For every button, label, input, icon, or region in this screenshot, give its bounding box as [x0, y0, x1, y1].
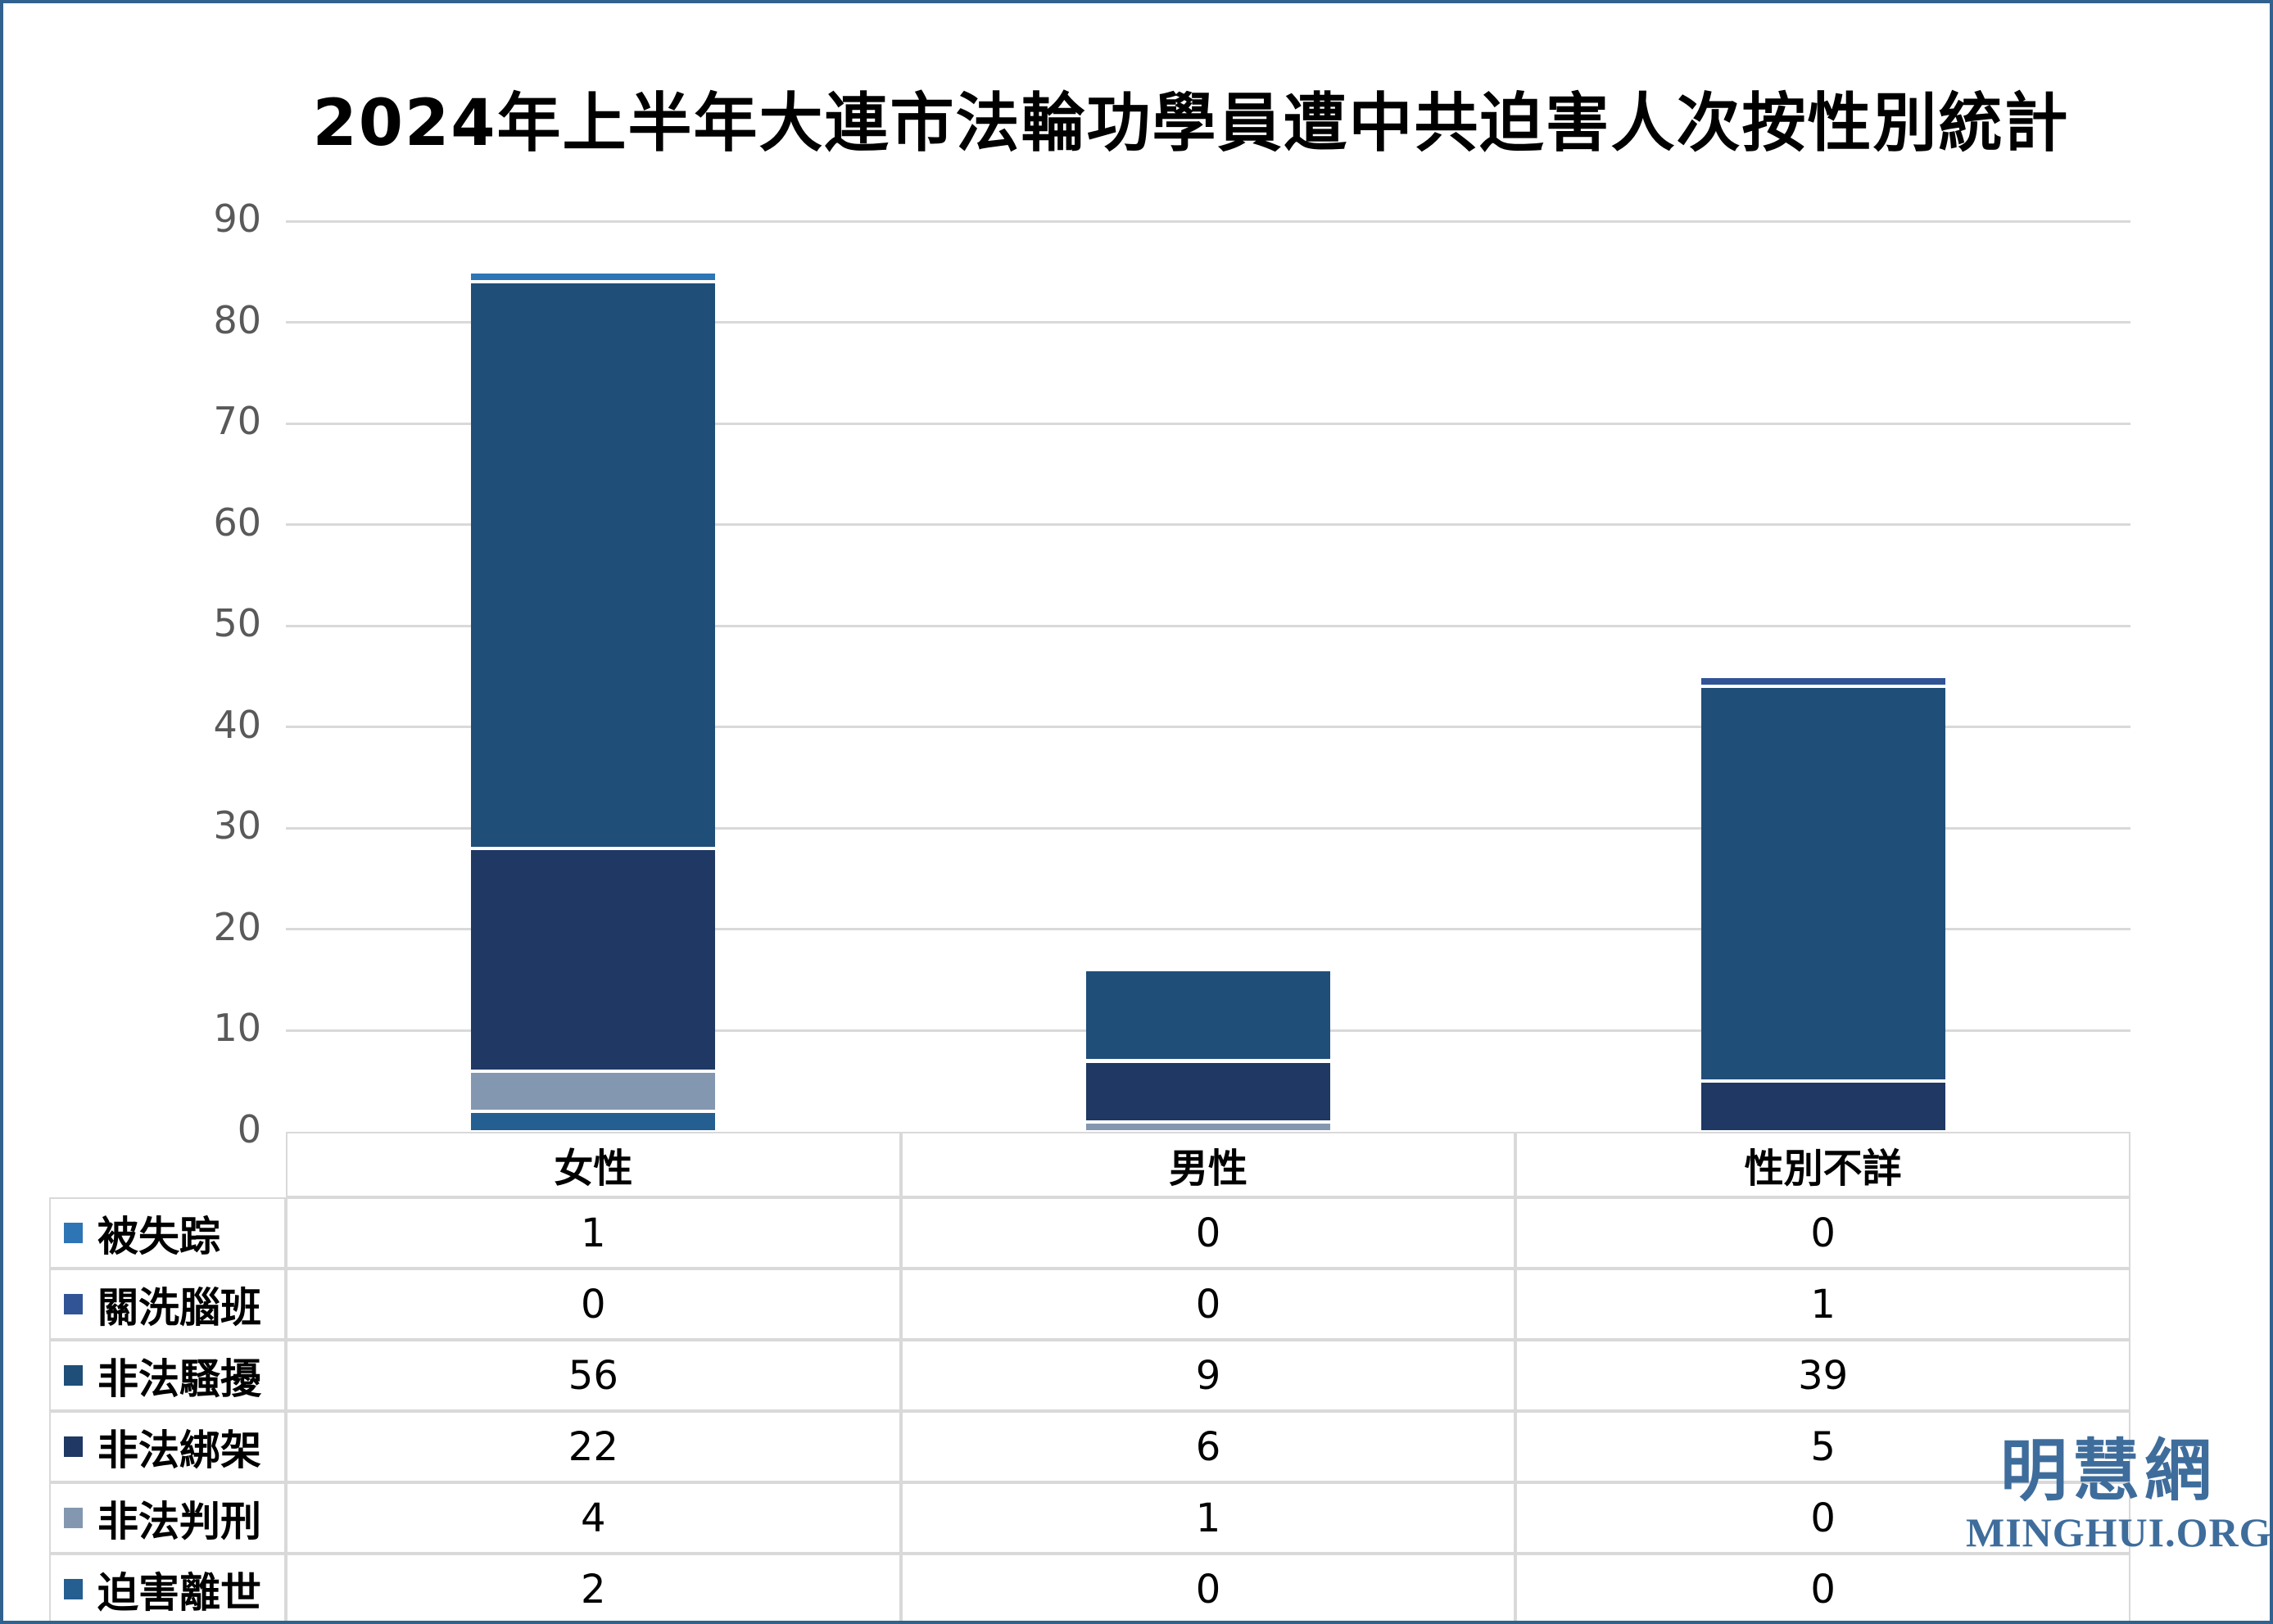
bar-segment-女性-非法綁架 [471, 850, 716, 1070]
table-value-非法判刑-女性: 4 [286, 1482, 901, 1554]
series-label-非法騷擾: 非法騷擾 [49, 1340, 286, 1411]
gridline-y90 [286, 219, 2130, 223]
series-name: 非法判刑 [97, 1497, 261, 1545]
table-value-非法騷擾-男性: 9 [900, 1340, 1516, 1411]
table-value-非法綁架-男性: 6 [900, 1411, 1516, 1482]
gridline-y60 [286, 523, 2130, 527]
y-axis-tick-label: 60 [213, 500, 261, 545]
minghui-logo-latin: MINGHUI.ORG [1966, 1509, 2272, 1556]
table-value-迫害離世-女性: 2 [286, 1554, 901, 1621]
gridline-y40 [286, 726, 2130, 729]
bar-segment-性別不詳-關洗腦班 [1700, 678, 1945, 685]
table-value-非法判刑-性別不詳: 0 [1515, 1482, 2130, 1554]
series-label-被失踪: 被失踪 [49, 1197, 286, 1269]
series-label-迫害離世: 迫害離世 [49, 1554, 286, 1621]
bar-segment-女性-非法騷擾 [471, 283, 716, 848]
bar-segment-女性-非法判刑 [471, 1072, 716, 1111]
table-value-非法判刑-男性: 1 [900, 1482, 1516, 1554]
table-value-關洗腦班-性別不詳: 1 [1515, 1269, 2130, 1340]
y-axis-tick-label: 80 [213, 297, 261, 342]
chart-title: 2024年上半年大連市法輪功學員遭中共迫害人次按性別統計 [312, 87, 2070, 161]
table-value-非法騷擾-女性: 56 [286, 1340, 901, 1411]
gridline-y50 [286, 624, 2130, 627]
table-value-被失踪-男性: 0 [900, 1197, 1516, 1269]
bar-segment-男性-非法判刑 [1086, 1123, 1330, 1130]
series-label-非法判刑: 非法判刑 [49, 1482, 286, 1554]
table-value-迫害離世-性別不詳: 0 [1515, 1554, 2130, 1621]
gridline-y20 [286, 928, 2130, 931]
gridline-y70 [286, 422, 2130, 425]
series-label-非法綁架: 非法綁架 [49, 1411, 286, 1482]
series-name: 非法騷擾 [97, 1355, 261, 1403]
y-axis-tick-label: 30 [213, 803, 261, 848]
legend-swatch-關洗腦班 [64, 1294, 83, 1314]
series-name: 非法綁架 [97, 1426, 261, 1474]
y-axis-tick-label: 70 [213, 399, 261, 444]
gridline-y30 [286, 826, 2130, 830]
table-value-非法綁架-性別不詳: 5 [1515, 1411, 2130, 1482]
bar-segment-性別不詳-非法騷擾 [1700, 688, 1945, 1080]
bar-segment-女性-迫害離世 [471, 1113, 716, 1130]
table-header-男性: 男性 [900, 1132, 1516, 1197]
y-axis-tick-label: 20 [213, 904, 261, 949]
y-axis-tick-label: 50 [213, 601, 261, 646]
gridline-y80 [286, 321, 2130, 324]
series-name: 關洗腦班 [97, 1283, 261, 1332]
table-value-關洗腦班-女性: 0 [286, 1269, 901, 1340]
table-value-非法綁架-女性: 22 [286, 1411, 901, 1482]
minghui-logo-cjk: 明慧網 [1999, 1432, 2216, 1510]
series-label-關洗腦班: 關洗腦班 [49, 1269, 286, 1340]
legend-swatch-非法判刑 [64, 1508, 83, 1528]
legend-swatch-非法騷擾 [64, 1365, 83, 1386]
table-header-性別不詳: 性別不詳 [1515, 1132, 2130, 1197]
series-name: 被失踪 [97, 1212, 220, 1260]
bar-segment-男性-非法綁架 [1086, 1062, 1330, 1120]
table-value-迫害離世-男性: 0 [900, 1554, 1516, 1621]
y-axis-tick-label: 90 [213, 197, 261, 241]
bar-segment-性別不詳-非法綁架 [1700, 1083, 1945, 1130]
y-axis-tick-label: 0 [237, 1107, 261, 1151]
table-value-被失踪-性別不詳: 0 [1515, 1197, 2130, 1269]
bar-segment-女性-被失踪 [471, 273, 716, 281]
bar-segment-男性-非法騷擾 [1086, 971, 1330, 1060]
table-value-關洗腦班-男性: 0 [900, 1269, 1516, 1340]
table-value-非法騷擾-性別不詳: 39 [1515, 1340, 2130, 1411]
minghui-logo: 明慧網 MINGHUI.ORG [1966, 1432, 2272, 1556]
legend-swatch-迫害離世 [64, 1579, 83, 1599]
table-header-女性: 女性 [286, 1132, 901, 1197]
legend-swatch-被失踪 [64, 1223, 83, 1243]
y-axis-tick-label: 10 [213, 1006, 261, 1051]
legend-swatch-非法綁架 [64, 1436, 83, 1457]
y-axis-tick-label: 40 [213, 702, 261, 747]
series-name: 迫害離世 [97, 1568, 261, 1617]
table-value-被失踪-女性: 1 [286, 1197, 901, 1269]
